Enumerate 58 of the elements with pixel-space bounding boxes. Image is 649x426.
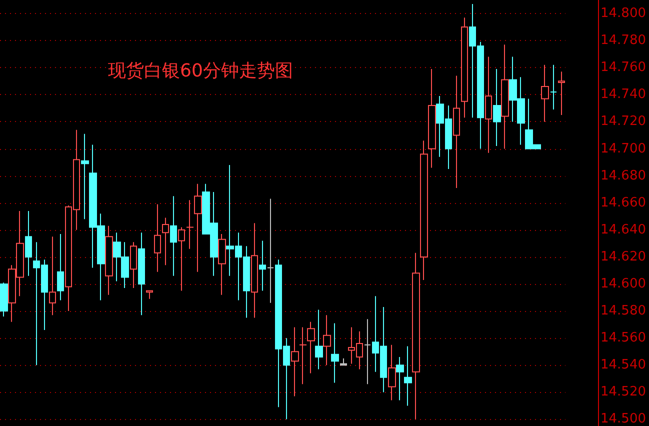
y-tick-label: 14.620 <box>600 249 646 264</box>
y-tick-label: 14.540 <box>600 358 646 373</box>
candlestick <box>259 240 266 292</box>
candlestick <box>0 282 8 317</box>
y-tick-label: 14.560 <box>600 330 646 346</box>
candlestick <box>323 314 331 366</box>
candlestick <box>154 204 161 272</box>
candlestick <box>340 358 347 366</box>
y-tick-label: 14.520 <box>600 384 646 400</box>
candlestick <box>428 68 436 168</box>
candlestick <box>170 196 177 276</box>
y-tick-label: 14.660 <box>600 195 646 210</box>
candlestick <box>453 75 460 188</box>
candlestick <box>25 210 32 276</box>
y-tick-label: 14.720 <box>600 114 646 130</box>
y-tick-label: 14.700 <box>600 141 646 156</box>
y-tick-label: 14.580 <box>600 304 646 319</box>
candlestick <box>420 140 428 280</box>
candlestick <box>49 236 56 316</box>
candlestick <box>331 322 339 384</box>
candlestick <box>251 222 258 318</box>
candlestick <box>291 326 299 397</box>
candlestick <box>412 252 420 420</box>
candlestick <box>485 56 492 154</box>
candlestick <box>138 232 145 316</box>
candlestick <box>315 309 323 370</box>
candlestick <box>307 321 315 374</box>
candlestick <box>493 68 501 147</box>
candlestick <box>146 290 153 300</box>
candlestick <box>396 356 404 401</box>
candlestick <box>57 233 64 301</box>
text: 现货白银60分钟走势图 <box>108 60 293 82</box>
candlestick <box>404 346 412 406</box>
y-tick-label: 14.740 <box>600 87 646 102</box>
y-tick-label: 14.780 <box>600 33 646 48</box>
candlestick <box>388 344 396 401</box>
candlestick <box>364 318 371 385</box>
candlestick <box>218 233 226 296</box>
y-tick-label: 14.680 <box>600 168 646 184</box>
y-tick-label: 14.640 <box>600 222 646 238</box>
candlestick <box>81 133 89 220</box>
y-tick-label: 14.500 <box>600 412 646 426</box>
candlestick <box>461 17 468 118</box>
y-tick-label: 14.800 <box>600 6 646 22</box>
candlestick <box>501 44 509 150</box>
candlestick <box>186 200 194 250</box>
candlestick <box>558 71 565 116</box>
candlestick <box>541 64 549 122</box>
y-tick-label: 14.760 <box>600 60 646 76</box>
candlestick <box>130 242 137 289</box>
candlestick <box>550 64 557 110</box>
candlestick <box>194 183 202 272</box>
candlestick <box>267 198 274 304</box>
candlestick <box>105 225 113 296</box>
candlestick <box>178 226 185 292</box>
candlestick <box>162 217 169 266</box>
candlestick <box>299 326 307 385</box>
y-tick-label: 14.600 <box>600 276 646 292</box>
